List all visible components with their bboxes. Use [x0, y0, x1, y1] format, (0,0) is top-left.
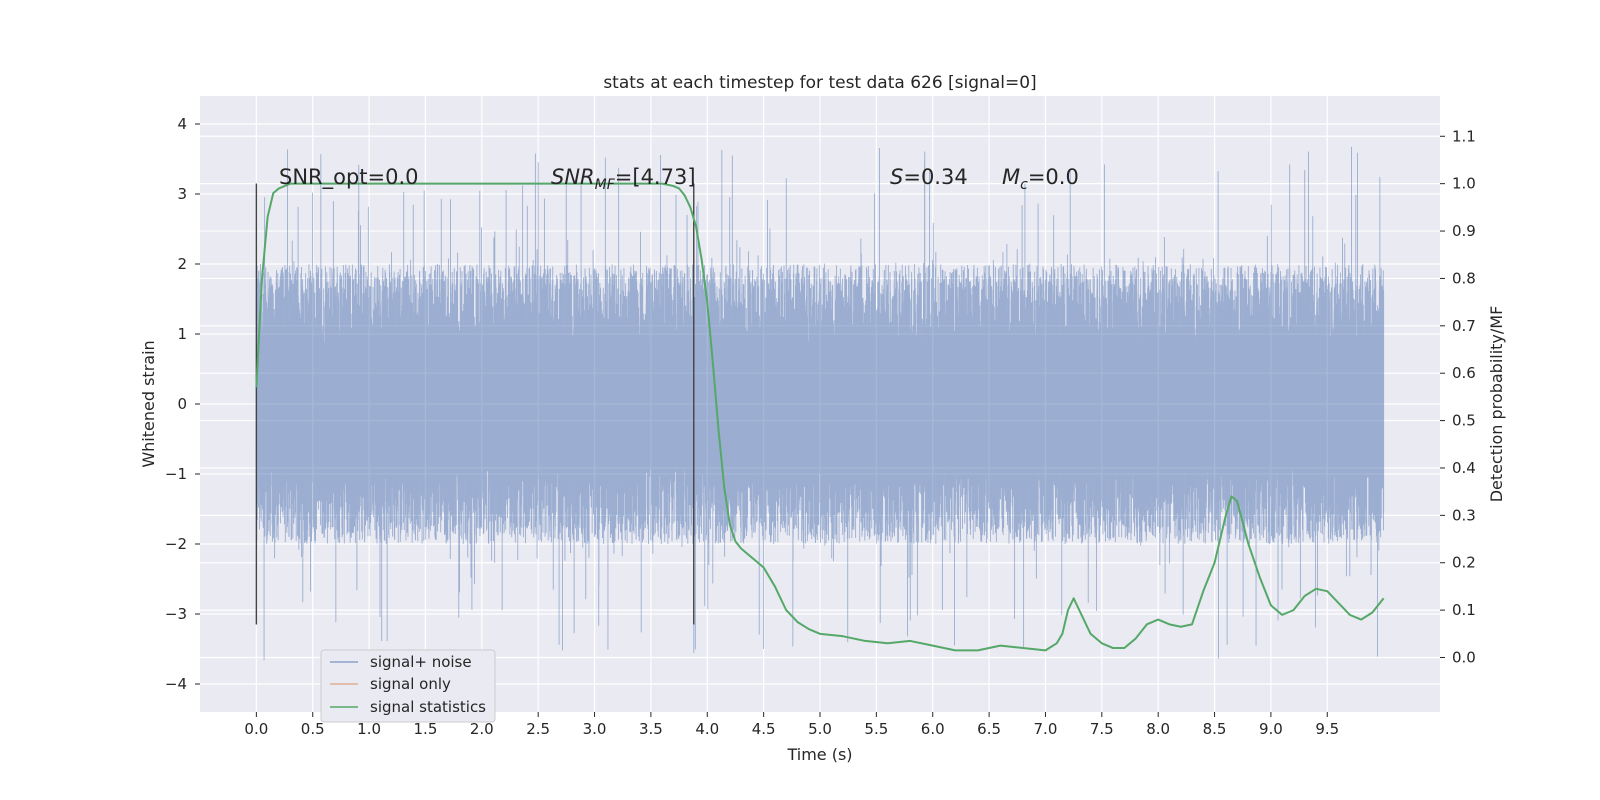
vertical-markers [255, 183, 695, 625]
y-tick-label-right: 0.6 [1452, 364, 1476, 382]
x-tick-label: 2.0 [470, 720, 494, 738]
legend-label-signal-statistics: signal statistics [370, 698, 486, 716]
y-tick-label-right: 0.0 [1452, 649, 1476, 667]
y-tick-label-right: 0.8 [1452, 269, 1476, 287]
y-tick-label: 1 [177, 325, 187, 343]
y-tick-label-right: 0.3 [1452, 506, 1476, 524]
annotation-snr-mf: SNRMF=[4.73] [551, 165, 696, 193]
x-tick-label: 3.0 [583, 720, 607, 738]
legend-label-signal-noise: signal+ noise [370, 653, 472, 671]
y-tick-label-right: 0.5 [1452, 412, 1476, 430]
x-tick-label: 0.0 [244, 720, 268, 738]
y-tick-label-right: 0.1 [1452, 601, 1476, 619]
y-tick-label: 4 [177, 115, 187, 133]
statistics-line [255, 182, 1385, 652]
x-tick-label: 5.0 [808, 720, 832, 738]
legend-box [320, 649, 496, 723]
x-tick-label: 1.5 [414, 720, 438, 738]
y-tick-label-right: 0.7 [1452, 317, 1476, 335]
y-axis-label: Whitened strain [139, 340, 158, 467]
x-tick-label: 6.5 [977, 720, 1001, 738]
x-tick-label: 3.5 [639, 720, 663, 738]
x-tick-label: 7.5 [1090, 720, 1114, 738]
y-axis-label-right: Detection probability/MF [1487, 306, 1506, 503]
y-tick-label-right: 0.9 [1452, 222, 1476, 240]
y-tick-label: −1 [165, 465, 187, 483]
y-ticks-right: 1.1 1.0 0.9 0.8 0.7 0.6 0.5 0.4 0.3 0.2 0.1 0.0 [1440, 127, 1476, 667]
x-axis-label: Time (s) [786, 745, 852, 764]
annotation-mc: Mc=0.0 [1002, 165, 1079, 193]
annotations: SNR_opt=0.0 SNRMF=[4.73] S=0.34 Mc=0.0 [279, 165, 1079, 193]
y-tick-label: 0 [177, 395, 187, 413]
legend-label-signal-only: signal only [370, 675, 451, 693]
y-tick-label-right: 1.1 [1452, 127, 1476, 145]
y-tick-label: 3 [177, 185, 187, 203]
x-tick-label: 0.5 [301, 720, 325, 738]
chart-title: stats at each timestep for test data 626… [603, 73, 1036, 93]
x-tick-label: 8.5 [1203, 720, 1227, 738]
statistics-series [255, 182, 1385, 652]
x-tick-label: 4.0 [695, 720, 719, 738]
annotation-snr-opt: SNR_opt=0.0 [279, 165, 419, 190]
x-tick-label: 4.5 [752, 720, 776, 738]
x-tick-label: 5.5 [864, 720, 888, 738]
x-ticks: 0.0 0.5 1.0 1.5 2.0 2.5 3.0 3.5 4.0 4.5 5.0 5.5 6.0 6… [244, 712, 1339, 738]
y-tick-label-right: 0.4 [1452, 459, 1476, 477]
x-tick-label: 9.5 [1315, 720, 1339, 738]
y-tick-label: 2 [177, 255, 187, 273]
y-tick-label-right: 0.2 [1452, 554, 1476, 572]
annotation-s-stat: S=0.34 [890, 165, 968, 189]
y-ticks-left: 4 3 2 1 0 −1 −2 −3 −4 [165, 115, 200, 693]
y-tick-label-right: 1.0 [1452, 175, 1476, 193]
x-tick-label: 2.5 [526, 720, 550, 738]
legend: signal+ noise signal only signal statist… [320, 649, 496, 723]
x-tick-label: 7.0 [1034, 720, 1058, 738]
y-tick-label: −3 [165, 605, 187, 623]
y-tick-label: −4 [165, 675, 187, 693]
x-tick-label: 1.0 [357, 720, 381, 738]
x-tick-label: 8.0 [1146, 720, 1170, 738]
x-tick-label: 9.0 [1259, 720, 1283, 738]
x-tick-label: 6.0 [921, 720, 945, 738]
y-tick-label: −2 [165, 535, 187, 553]
